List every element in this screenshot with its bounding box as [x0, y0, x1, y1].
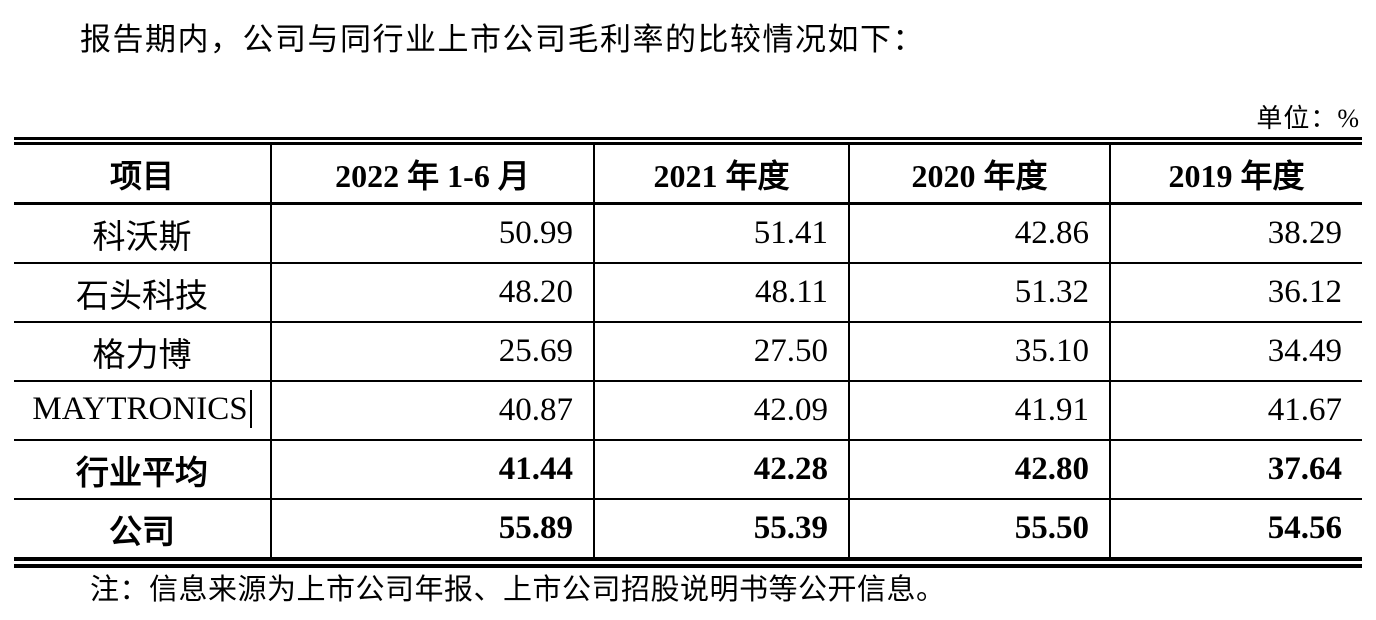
company-name-cell: 格力博: [14, 321, 272, 382]
table-row: MAYTRONICS 40.87 42.09 41.91 41.67: [14, 380, 1362, 441]
value-cell: 25.69: [270, 321, 595, 382]
value-cell: 48.20: [270, 262, 595, 323]
row-label-cell: 行业平均: [14, 439, 272, 500]
value-cell: 27.50: [593, 321, 850, 382]
value-cell: 38.29: [1109, 202, 1362, 264]
row-label: 公司: [109, 514, 175, 551]
column-header-2020: 2020 年度: [848, 140, 1111, 205]
company-row: 公司 55.89 55.39 55.50 54.56: [14, 498, 1362, 564]
text-cursor-caret: [249, 390, 252, 429]
value-cell: 34.49: [1109, 321, 1362, 382]
title-paragraph: 报告期内，公司与同行业上市公司毛利率的比较情况如下：: [80, 22, 925, 57]
value-cell: 55.39: [593, 498, 850, 564]
value-cell: 36.12: [1109, 262, 1362, 323]
row-label: 行业平均: [76, 455, 208, 492]
value-cell: 42.28: [593, 439, 850, 500]
table-row: 格力博 25.69 27.50 35.10 34.49: [14, 321, 1362, 382]
value-cell: 37.64: [1109, 439, 1362, 500]
value-cell: 55.50: [848, 498, 1111, 564]
company-name: 石头科技: [76, 278, 208, 315]
unit-label: 单位：%: [1256, 104, 1360, 133]
value-cell: 55.89: [270, 498, 595, 564]
table-row: 科沃斯 50.99 51.41 42.86 38.29: [14, 202, 1362, 264]
column-header-2022h1: 2022 年 1-6 月: [270, 140, 595, 205]
value-cell: 42.86: [848, 202, 1111, 264]
company-name: MAYTRONICS: [32, 390, 248, 427]
source-note: 注：信息来源为上市公司年报、上市公司招股说明书等公开信息。: [90, 574, 946, 606]
company-name-cell: MAYTRONICS: [14, 380, 272, 441]
row-label-cell: 公司: [14, 498, 272, 564]
company-name-cell: 科沃斯: [14, 202, 272, 264]
value-cell: 51.32: [848, 262, 1111, 323]
value-cell: 51.41: [593, 202, 850, 264]
value-cell: 35.10: [848, 321, 1111, 382]
column-header-2019: 2019 年度: [1109, 140, 1362, 205]
value-cell: 40.87: [270, 380, 595, 441]
value-cell: 41.91: [848, 380, 1111, 441]
value-cell: 42.80: [848, 439, 1111, 500]
value-cell: 42.09: [593, 380, 850, 441]
company-name-cell: 石头科技: [14, 262, 272, 323]
header-row: 项目 2022 年 1-6 月 2021 年度 2020 年度 2019 年度: [14, 140, 1362, 205]
value-cell: 54.56: [1109, 498, 1362, 564]
value-cell: 50.99: [270, 202, 595, 264]
column-header-item: 项目: [14, 140, 272, 205]
industry-average-row: 行业平均 41.44 42.28 42.80 37.64: [14, 439, 1362, 500]
value-cell: 48.11: [593, 262, 850, 323]
table-row: 石头科技 48.20 48.11 51.32 36.12: [14, 262, 1362, 323]
gross-margin-comparison-table: 项目 2022 年 1-6 月 2021 年度 2020 年度 2019 年度 …: [14, 137, 1362, 568]
value-cell: 41.67: [1109, 380, 1362, 441]
company-name: 格力博: [92, 337, 192, 374]
column-header-2021: 2021 年度: [593, 140, 850, 205]
company-name: 科沃斯: [92, 219, 192, 256]
value-cell: 41.44: [270, 439, 595, 500]
